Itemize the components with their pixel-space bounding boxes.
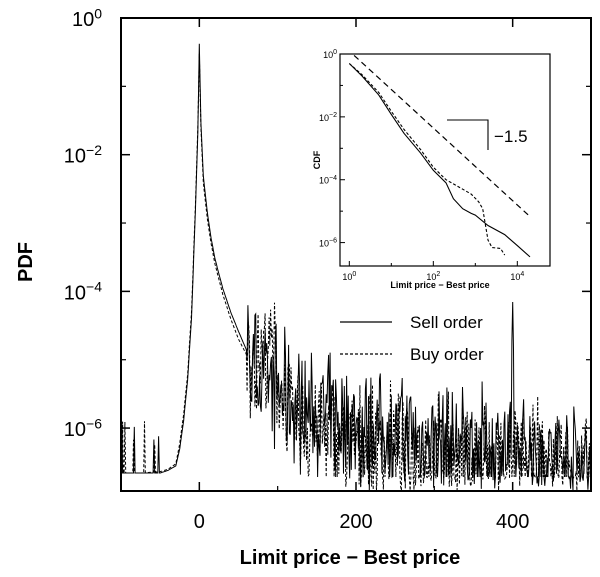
y-tick-label: 10−6 xyxy=(64,415,102,441)
x-tick-label: 0 xyxy=(194,511,205,533)
inset-y-tick-label: 10−2 xyxy=(319,112,337,123)
y-axis-title: PDF xyxy=(15,242,37,282)
inset-x-tick-label: 104 xyxy=(510,271,524,282)
inset-y-axis-title: CDF xyxy=(312,150,322,169)
legend-sell-label: Sell order xyxy=(410,313,483,332)
y-tick-label: 100 xyxy=(72,5,102,31)
y-tick-label: 10−4 xyxy=(64,279,102,305)
inset-x-axis-title: Limit price − Best price xyxy=(390,280,489,290)
inset-x-tick-label: 102 xyxy=(426,271,440,282)
inset-x-tick-label: 100 xyxy=(342,271,356,282)
x-tick-label: 400 xyxy=(496,511,529,533)
series-line-sell-order xyxy=(120,43,592,491)
main-ticks-layer: 0 200 400 10−6 10−4 10−2 100 xyxy=(64,5,592,533)
inset-y-tick-label: 10−4 xyxy=(319,175,337,186)
slope-annotation: −1.5 xyxy=(494,127,528,146)
series-line-buy-order xyxy=(121,53,592,491)
inset-series-layer xyxy=(348,54,531,258)
x-axis-title: Limit price − Best price xyxy=(240,547,461,569)
inset-series-buy-order xyxy=(348,63,506,256)
inset-series-sell-order xyxy=(348,63,531,258)
inset-y-tick-label: 10−6 xyxy=(319,238,337,249)
slope-triangle xyxy=(447,119,489,150)
inset-y-tick-label: 100 xyxy=(323,49,337,60)
main-series-layer xyxy=(120,43,592,491)
inset-plot-frame xyxy=(339,53,551,267)
y-tick-label: 10−2 xyxy=(64,142,102,168)
inset-chart: 100 102 104 10−6 10−4 10−2 100 −1.5 Limit pric… xyxy=(312,46,558,291)
inset-ticks-layer: 100 102 104 10−6 10−4 10−2 100 xyxy=(319,49,524,282)
legend-buy-label: Buy order xyxy=(410,345,484,364)
legend: Sell order Buy order xyxy=(340,313,484,364)
x-tick-label: 200 xyxy=(339,511,372,533)
